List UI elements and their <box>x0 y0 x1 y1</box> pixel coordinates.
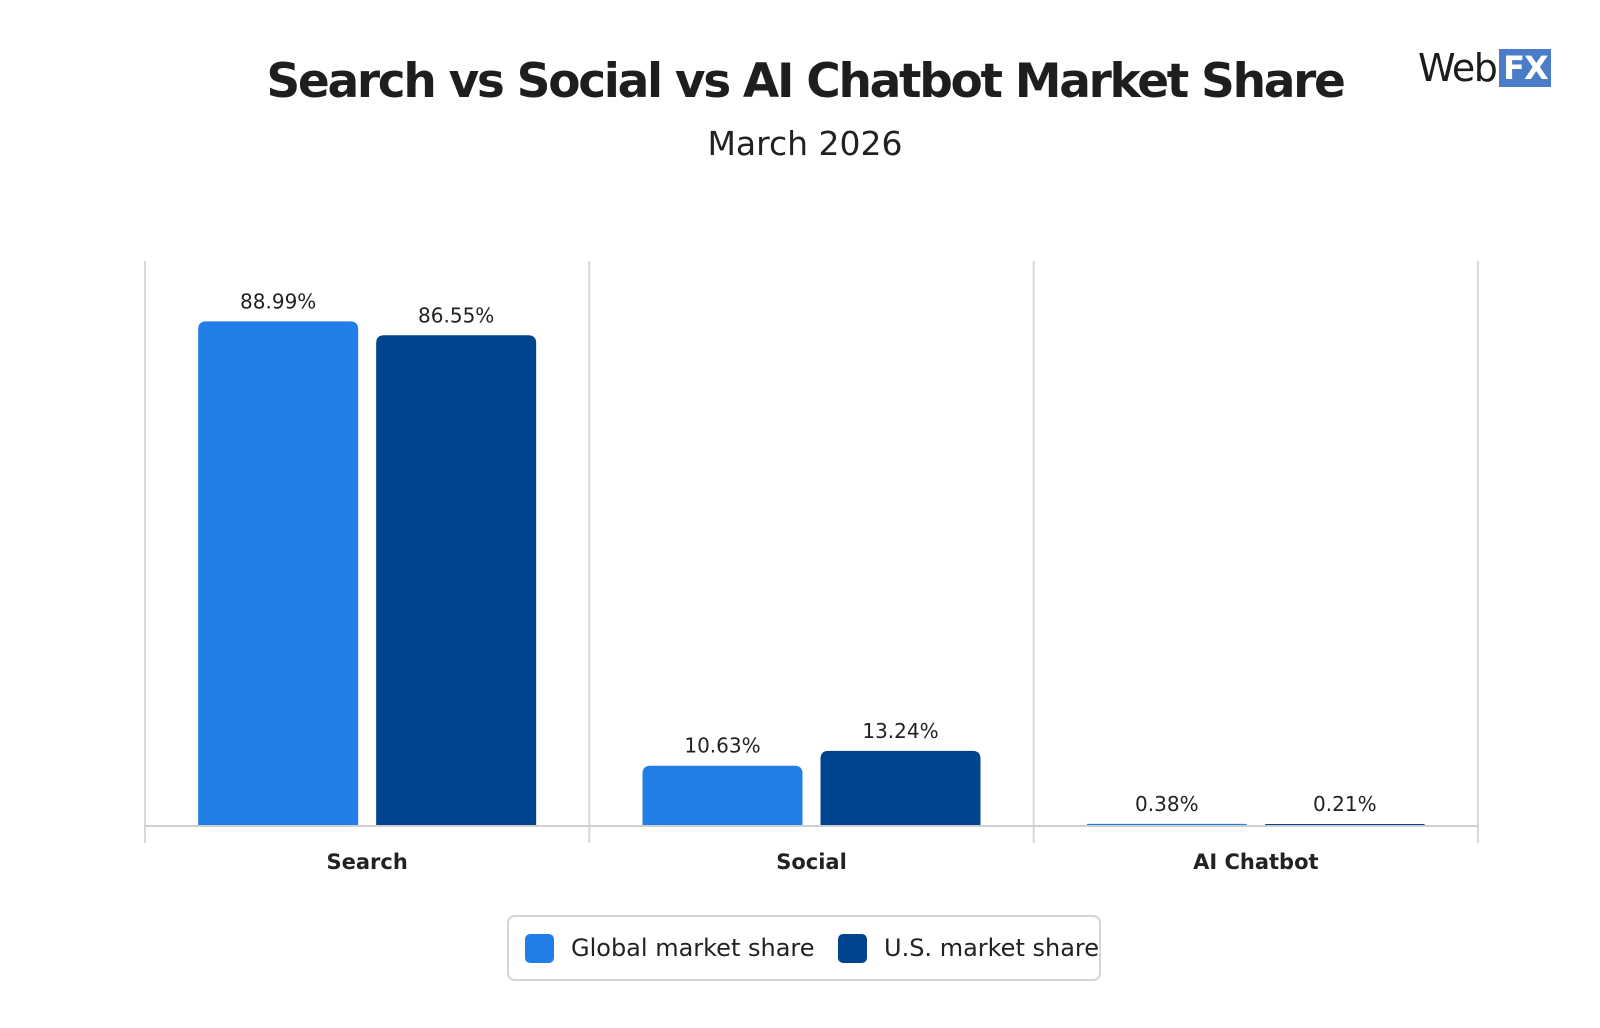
bar <box>820 750 981 826</box>
bar-value-label: 86.55% <box>418 303 494 327</box>
chart-title: Search vs Social vs AI Chatbot Market Sh… <box>266 54 1346 109</box>
chart-legend: Global market share U.S. market share <box>507 915 1101 981</box>
legend-swatch-global <box>525 933 554 963</box>
legend-label-global: Global market share <box>571 934 815 962</box>
bar-value-label: 0.21% <box>1313 792 1377 816</box>
bar-value-label: 10.63% <box>684 734 760 758</box>
category-tick-label: Search <box>327 850 408 874</box>
chart-subtitle: March 2026 <box>707 124 903 163</box>
bar <box>642 765 803 826</box>
bar-value-label: 0.38% <box>1135 792 1199 816</box>
webfx-logo: Web FX <box>1418 46 1552 90</box>
bar <box>198 321 359 826</box>
category-tick-label: AI Chatbot <box>1193 850 1318 874</box>
legend-label-us: U.S. market share <box>884 934 1100 962</box>
logo-text: Web <box>1418 46 1498 90</box>
category-tick-label: Social <box>776 850 847 874</box>
logo-box: FX <box>1499 49 1552 87</box>
legend-swatch-us <box>838 933 867 963</box>
bar <box>376 335 537 826</box>
bar-value-label: 88.99% <box>240 289 316 313</box>
legend-item-global: Global market share <box>525 917 815 979</box>
bar-value-label: 13.24% <box>862 719 938 743</box>
legend-item-us: U.S. market share <box>838 917 1099 979</box>
